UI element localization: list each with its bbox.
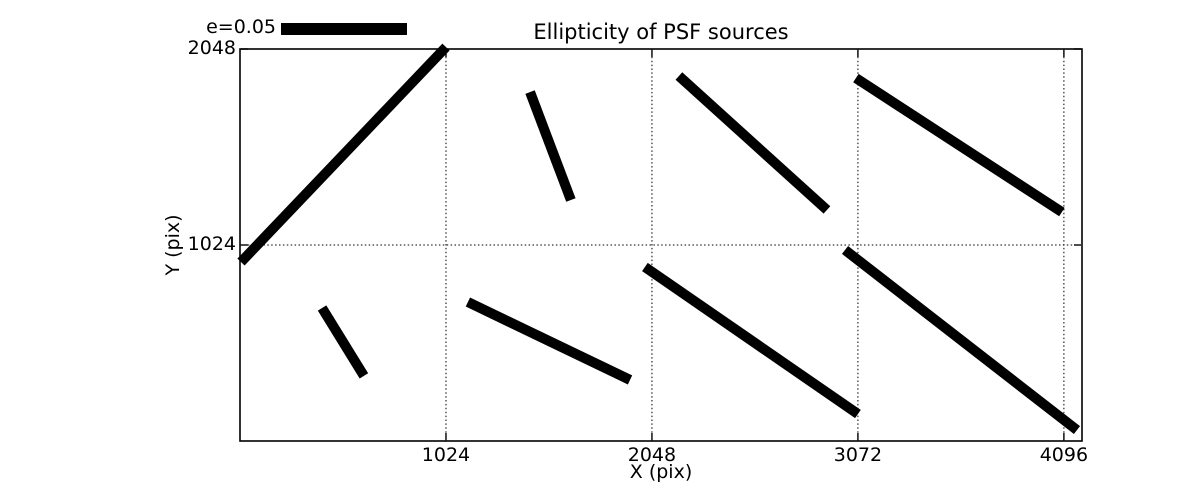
whisker-1 xyxy=(237,43,450,266)
legend: e=0.05 xyxy=(0,0,420,44)
x-tick-label-3072: 3072 xyxy=(833,444,883,466)
y-tick-label-1024: 1024 xyxy=(187,233,236,255)
chart-title: Ellipticity of PSF sources xyxy=(533,20,789,44)
whisker-2 xyxy=(525,90,576,202)
axes-box xyxy=(239,48,1083,442)
legend-scale-bar xyxy=(281,23,407,35)
whisker-6 xyxy=(465,297,633,385)
whisker-5 xyxy=(317,305,369,379)
x-tick-label-2048: 2048 xyxy=(627,444,677,466)
x-axis-label: X (pix) xyxy=(629,461,693,483)
y-axis-label: Y (pix) xyxy=(162,214,184,276)
y-tick-label-2048: 2048 xyxy=(187,37,236,59)
whisker-4 xyxy=(853,73,1065,217)
x-tick-label-4096: 4096 xyxy=(1039,444,1089,466)
whisker-7 xyxy=(642,262,861,419)
whisker-3 xyxy=(675,72,831,214)
whisker-8 xyxy=(841,246,1081,435)
legend-label: e=0.05 xyxy=(206,16,276,38)
x-tick-label-1024: 1024 xyxy=(421,444,471,466)
